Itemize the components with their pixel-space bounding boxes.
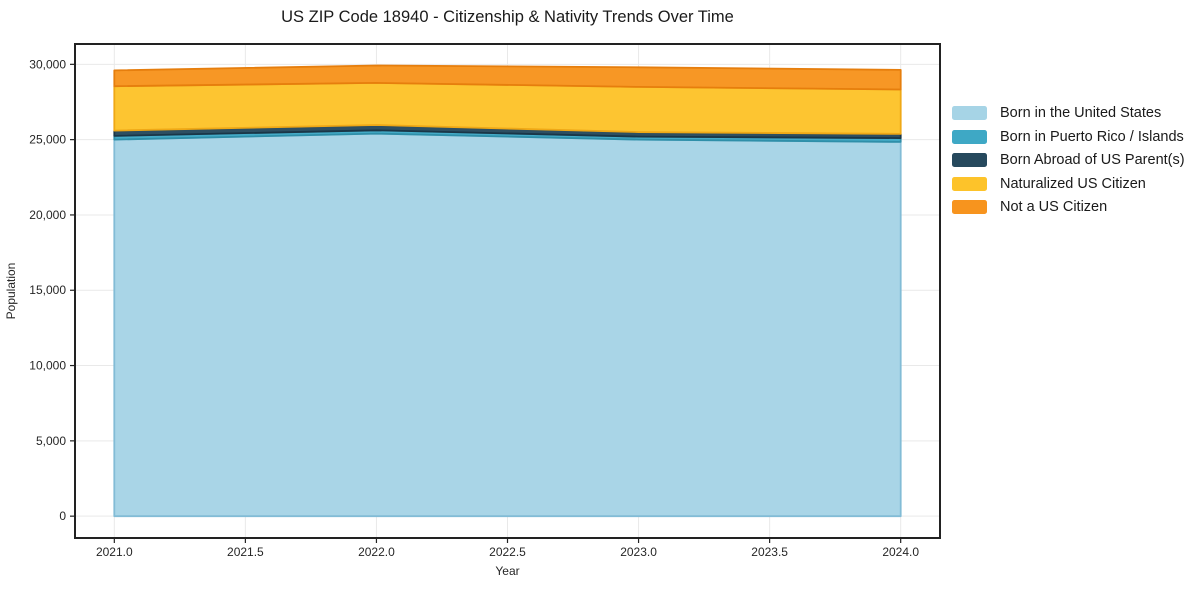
y-tick-label: 20,000 [29, 208, 66, 222]
x-tick-label: 2024.0 [882, 545, 919, 559]
y-tick-label: 30,000 [29, 57, 66, 71]
y-axis-label: Population [4, 262, 18, 320]
x-axis-label: Year [495, 564, 520, 578]
area-not-a-us-citizen [113, 64, 902, 91]
legend-item: Naturalized US Citizen [952, 175, 1185, 192]
x-tick-label: 2023.0 [620, 545, 657, 559]
legend-item: Born in the United States [952, 105, 1185, 121]
legend-label: Born in the United States [1000, 105, 1162, 121]
legend-swatch [952, 153, 987, 167]
chart-title: US ZIP Code 18940 - Citizenship & Nativi… [281, 8, 734, 26]
legend-label: Not a US Citizen [1000, 199, 1108, 215]
y-tick-label: 10,000 [29, 359, 66, 373]
x-tick-label: 2021.5 [227, 545, 264, 559]
x-tick-label: 2022.0 [358, 545, 395, 559]
legend-item: Born Abroad of US Parent(s) [952, 152, 1185, 168]
area-born-in-the-united-states [113, 132, 902, 518]
y-tick-label: 5,000 [36, 434, 66, 448]
x-tick-label: 2021.0 [96, 545, 133, 559]
legend-label: Born in Puerto Rico / Islands [1000, 128, 1184, 145]
y-tick-label: 25,000 [29, 133, 66, 147]
x-tick-label: 2023.5 [751, 545, 788, 559]
legend-item: Born in Puerto Rico / Islands [952, 128, 1185, 145]
legend-swatch [952, 176, 987, 191]
y-tick-label: 15,000 [29, 283, 66, 297]
legend-label: Born Abroad of US Parent(s) [1000, 152, 1185, 168]
x-tick-label: 2022.5 [489, 545, 526, 559]
legend-swatch [952, 129, 987, 144]
legend-swatch [952, 106, 987, 120]
legend-swatch [952, 200, 987, 214]
legend: Born in the United States Born in Puerto … [952, 105, 1185, 224]
legend-label: Naturalized US Citizen [1000, 175, 1146, 192]
area-naturalized-us-citizen [113, 82, 902, 135]
legend-item: Not a US Citizen [952, 199, 1185, 215]
y-tick-label: 0 [59, 509, 66, 523]
